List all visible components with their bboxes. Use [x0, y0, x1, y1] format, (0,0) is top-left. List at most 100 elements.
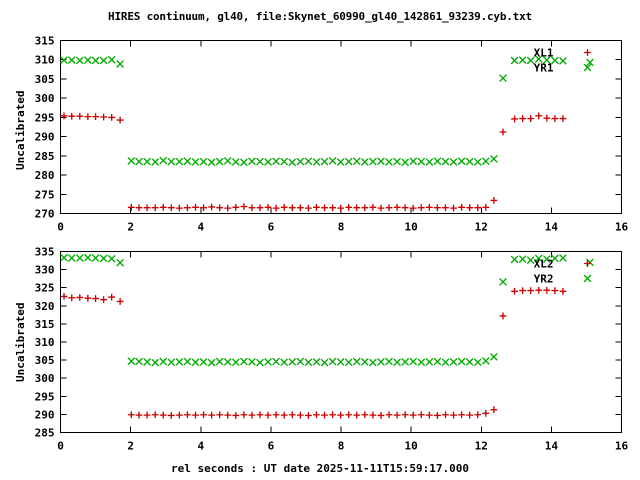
data-point — [108, 113, 116, 121]
data-point — [369, 358, 377, 367]
data-point — [542, 255, 551, 263]
data-point — [248, 204, 256, 212]
data-point — [329, 204, 336, 212]
data-point — [449, 358, 458, 366]
data-point — [313, 203, 320, 211]
data-point — [272, 357, 281, 366]
data-point — [511, 115, 518, 123]
data-point — [240, 203, 248, 210]
data-point — [127, 156, 136, 165]
data-point — [409, 157, 418, 166]
data-point — [481, 356, 490, 365]
data-point — [280, 203, 288, 211]
data-point — [135, 411, 143, 419]
data-point — [519, 115, 527, 122]
data-point — [425, 203, 433, 211]
data-point — [401, 158, 410, 167]
data-point — [167, 358, 176, 367]
data-point — [264, 411, 272, 419]
data-point — [352, 157, 361, 166]
data-point — [304, 157, 313, 166]
data-point — [442, 204, 449, 212]
data-point — [534, 254, 543, 263]
legend-marker-XL2 — [584, 260, 591, 267]
data-point — [151, 411, 159, 419]
data-point — [75, 254, 84, 262]
data-point — [526, 256, 535, 265]
data-point — [328, 357, 337, 366]
data-point — [433, 357, 442, 366]
data-point — [425, 411, 433, 419]
data-point — [465, 358, 474, 366]
data-point — [75, 56, 84, 65]
data-point — [518, 56, 527, 64]
data-point — [425, 158, 434, 166]
data-point — [450, 204, 457, 212]
data-point — [208, 203, 216, 211]
data-point — [559, 56, 567, 65]
data-point — [91, 56, 100, 65]
data-point — [336, 358, 345, 366]
data-point — [353, 411, 361, 419]
data-point — [377, 412, 385, 419]
data-point — [304, 204, 312, 212]
data-point — [99, 254, 108, 263]
data-point — [216, 204, 224, 212]
data-point — [369, 157, 377, 166]
data-point — [458, 411, 466, 419]
data-point — [256, 411, 264, 419]
data-point — [84, 294, 92, 302]
data-point — [84, 113, 92, 121]
data-point — [490, 406, 498, 414]
data-point — [345, 411, 353, 419]
data-point — [296, 357, 305, 366]
data-point — [83, 253, 92, 262]
data-point — [91, 254, 100, 262]
data-point — [321, 411, 328, 419]
data-point — [167, 204, 175, 212]
data-point — [337, 411, 345, 419]
data-point — [99, 56, 108, 65]
data-point — [551, 287, 559, 294]
data-point — [143, 157, 151, 166]
y-tick-label: 295 — [35, 390, 55, 403]
x-tick-label: 4 — [197, 221, 204, 234]
y-tick-label: 320 — [35, 300, 55, 313]
data-point — [345, 203, 353, 211]
series-YR1 — [60, 55, 594, 167]
data-point — [542, 56, 551, 64]
data-point — [216, 411, 224, 419]
data-point — [215, 357, 224, 366]
data-point — [535, 112, 543, 120]
data-point — [535, 286, 543, 294]
data-point — [526, 56, 535, 65]
x-tick-label: 4 — [197, 440, 204, 453]
data-point — [288, 158, 297, 167]
data-point — [473, 358, 482, 367]
data-point — [441, 157, 450, 166]
data-point — [67, 254, 76, 262]
data-point — [60, 253, 68, 262]
data-point — [401, 204, 409, 212]
data-point — [551, 115, 559, 122]
data-point — [499, 74, 507, 83]
data-point — [527, 287, 535, 294]
legend-marker-XL1 — [584, 49, 591, 56]
data-point — [417, 411, 425, 419]
data-point — [264, 358, 272, 366]
data-point — [320, 157, 329, 166]
data-point — [369, 411, 377, 419]
y-tick-label: 315 — [35, 318, 55, 331]
x-tick-label: 14 — [545, 440, 559, 453]
data-point — [336, 158, 345, 166]
data-point — [199, 157, 208, 166]
y-tick-label: 290 — [35, 408, 55, 421]
data-point — [534, 55, 543, 63]
data-point — [393, 411, 401, 419]
data-point — [272, 157, 281, 166]
data-point — [543, 114, 551, 122]
data-point — [489, 352, 498, 361]
data-point — [135, 357, 143, 366]
legend-label-XL2: XL2 — [534, 258, 554, 271]
